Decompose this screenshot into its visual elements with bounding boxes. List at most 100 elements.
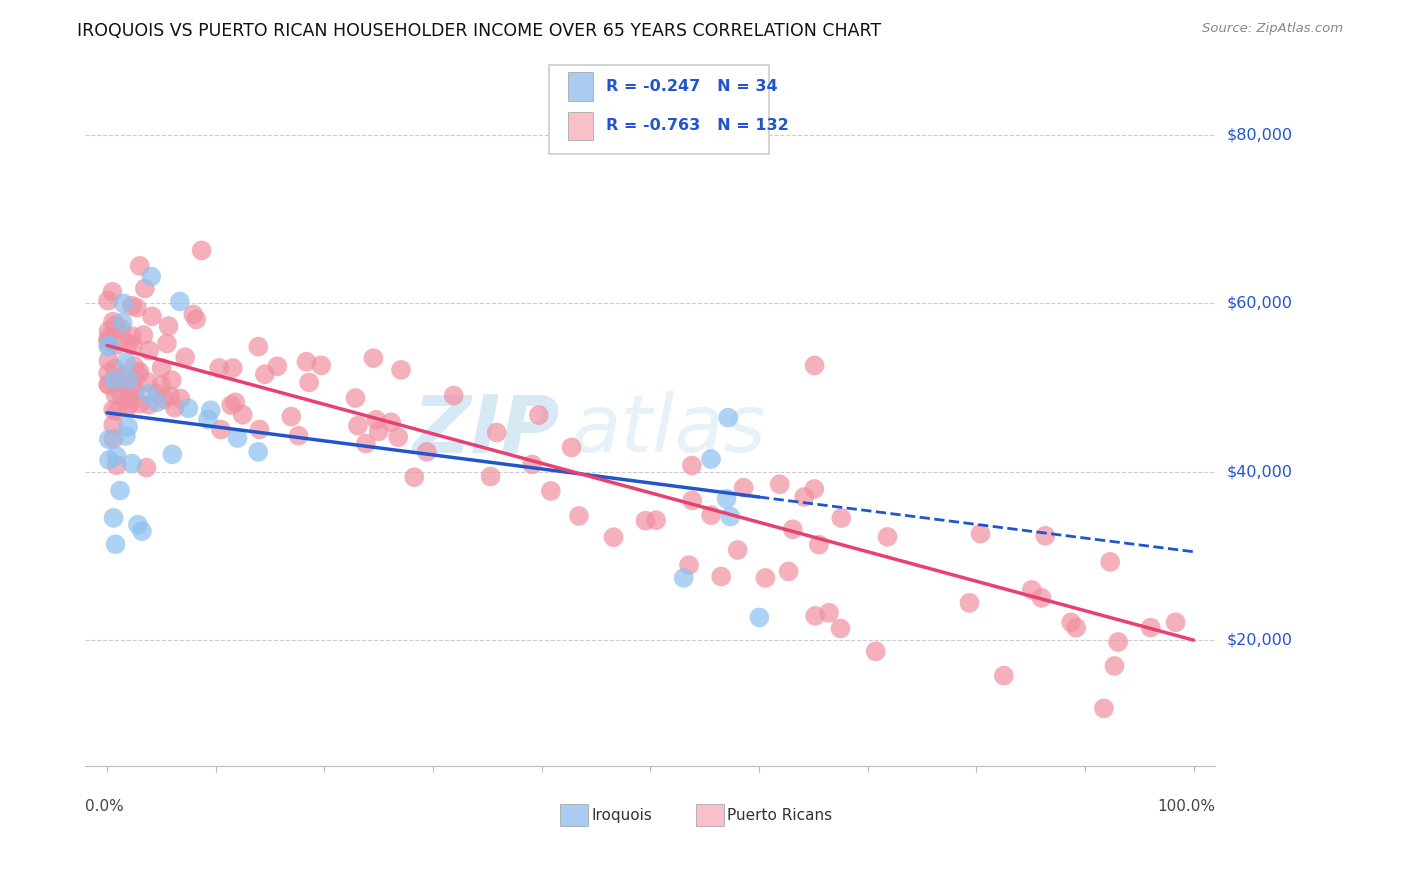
Point: [141, 269, 163, 284]
Point: [159, 389, 181, 403]
Point: [354, 436, 377, 450]
Point: [700, 508, 723, 523]
Point: [131, 524, 153, 538]
Point: [104, 537, 127, 551]
Point: [522, 458, 544, 472]
Point: [121, 329, 143, 343]
Point: [247, 340, 270, 354]
Point: [645, 513, 668, 527]
Point: [169, 392, 191, 406]
Point: [129, 397, 152, 411]
Point: [389, 363, 412, 377]
Point: [132, 328, 155, 343]
Point: [700, 452, 723, 467]
Point: [309, 359, 332, 373]
Point: [97, 334, 120, 349]
Point: [127, 368, 149, 382]
Point: [112, 296, 135, 310]
Point: [122, 359, 145, 373]
Bar: [696, 805, 724, 826]
Point: [186, 312, 208, 326]
Point: [208, 361, 231, 376]
Point: [181, 308, 204, 322]
Point: [103, 373, 125, 387]
Point: [1139, 621, 1161, 635]
Text: 100.0%: 100.0%: [1157, 798, 1215, 814]
Point: [108, 483, 131, 498]
Point: [678, 558, 700, 573]
Point: [103, 417, 125, 432]
Point: [830, 622, 852, 636]
Point: [807, 538, 830, 552]
Point: [716, 491, 738, 506]
Point: [876, 530, 898, 544]
Point: [527, 408, 550, 422]
Point: [681, 493, 703, 508]
Point: [122, 379, 145, 393]
Point: [97, 324, 120, 338]
Point: [1021, 582, 1043, 597]
Point: [247, 445, 270, 459]
Point: [117, 336, 139, 351]
Point: [141, 310, 163, 324]
Point: [97, 331, 120, 345]
Point: [1060, 615, 1083, 630]
Point: [793, 490, 815, 504]
FancyBboxPatch shape: [548, 65, 769, 154]
Point: [104, 318, 127, 332]
Point: [249, 422, 271, 436]
Point: [224, 395, 246, 409]
Point: [733, 481, 755, 495]
Text: IROQUOIS VS PUERTO RICAN HOUSEHOLDER INCOME OVER 65 YEARS CORRELATION CHART: IROQUOIS VS PUERTO RICAN HOUSEHOLDER INC…: [77, 22, 882, 40]
Point: [830, 511, 852, 525]
Point: [416, 445, 439, 459]
Point: [959, 596, 981, 610]
Point: [128, 259, 150, 273]
Point: [160, 373, 183, 387]
Point: [101, 315, 124, 329]
Point: [681, 458, 703, 473]
Point: [150, 378, 173, 392]
Text: $80,000: $80,000: [1226, 128, 1292, 143]
Point: [803, 482, 825, 496]
Point: [804, 608, 827, 623]
Point: [124, 384, 146, 398]
Point: [115, 429, 138, 443]
Bar: [568, 112, 593, 140]
Point: [479, 469, 502, 483]
Point: [602, 530, 624, 544]
Point: [190, 244, 212, 258]
Point: [138, 398, 160, 412]
Point: [443, 388, 465, 402]
Bar: [568, 72, 593, 101]
Point: [117, 373, 139, 387]
Point: [163, 401, 186, 415]
Point: [138, 343, 160, 358]
Text: R = -0.247   N = 34: R = -0.247 N = 34: [606, 79, 778, 94]
Point: [125, 301, 148, 315]
Point: [97, 377, 120, 392]
Point: [146, 386, 169, 401]
Point: [363, 351, 385, 365]
Point: [717, 410, 740, 425]
Point: [97, 293, 120, 308]
Point: [1104, 659, 1126, 673]
Point: [367, 424, 389, 438]
Point: [153, 392, 176, 407]
Point: [97, 433, 120, 447]
Point: [818, 606, 841, 620]
Point: [127, 517, 149, 532]
Point: [710, 569, 733, 583]
Point: [1099, 555, 1122, 569]
Point: [298, 376, 321, 390]
Point: [754, 571, 776, 585]
Point: [105, 449, 128, 463]
Point: [97, 367, 120, 381]
Point: [718, 509, 741, 524]
Point: [110, 386, 132, 401]
Point: [103, 325, 125, 339]
Point: [1092, 701, 1115, 715]
Point: [169, 294, 191, 309]
Point: [101, 402, 124, 417]
Point: [219, 398, 242, 412]
